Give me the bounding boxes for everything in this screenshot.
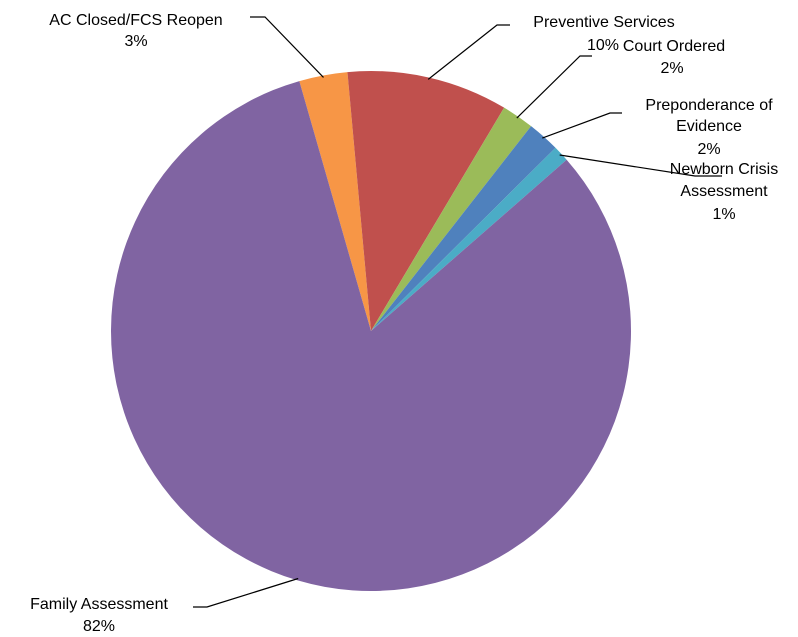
pie-slice-newborn-crisis-assessment	[371, 147, 567, 331]
leader-line-0	[250, 16, 324, 78]
leader-line-3	[542, 112, 622, 139]
label-preponderance-name-line1: Preponderance of	[645, 97, 773, 114]
pie-slice-family-assessment	[110, 81, 631, 591]
leader-line-4	[559, 154, 722, 177]
label-court-ordered-value: 2%	[660, 60, 683, 77]
label-ac-closed-value: 3%	[124, 33, 147, 50]
label-family-assessment-value: 82%	[83, 618, 115, 635]
pie-slice-preventive-services	[347, 71, 505, 332]
label-preponderance-value: 2%	[697, 141, 720, 158]
leader-line-2	[516, 55, 592, 119]
label-preponderance-name-line2: Evidence	[676, 118, 742, 135]
leader-line-5	[193, 577, 299, 608]
label-newborn-name-line2: Assessment	[680, 183, 768, 200]
label-preventive-name: Preventive Services	[533, 14, 674, 31]
label-preventive-value: 10%	[587, 37, 619, 54]
leader-lines	[193, 16, 722, 608]
pie-slices	[110, 71, 631, 591]
label-family-assessment-name: Family Assessment	[30, 596, 168, 613]
label-newborn-value: 1%	[712, 206, 735, 223]
pie-slice-preponderance-of-evidence	[371, 126, 556, 332]
pie-slice-court-ordered	[371, 107, 532, 331]
label-court-ordered-name: Court Ordered	[623, 38, 725, 55]
pie-slice-ac-closed-fcs-reopen	[299, 72, 371, 331]
label-ac-closed-name: AC Closed/FCS Reopen	[49, 12, 222, 29]
label-newborn-name-line1: Newborn Crisis	[670, 161, 778, 178]
leader-line-1	[427, 24, 510, 80]
